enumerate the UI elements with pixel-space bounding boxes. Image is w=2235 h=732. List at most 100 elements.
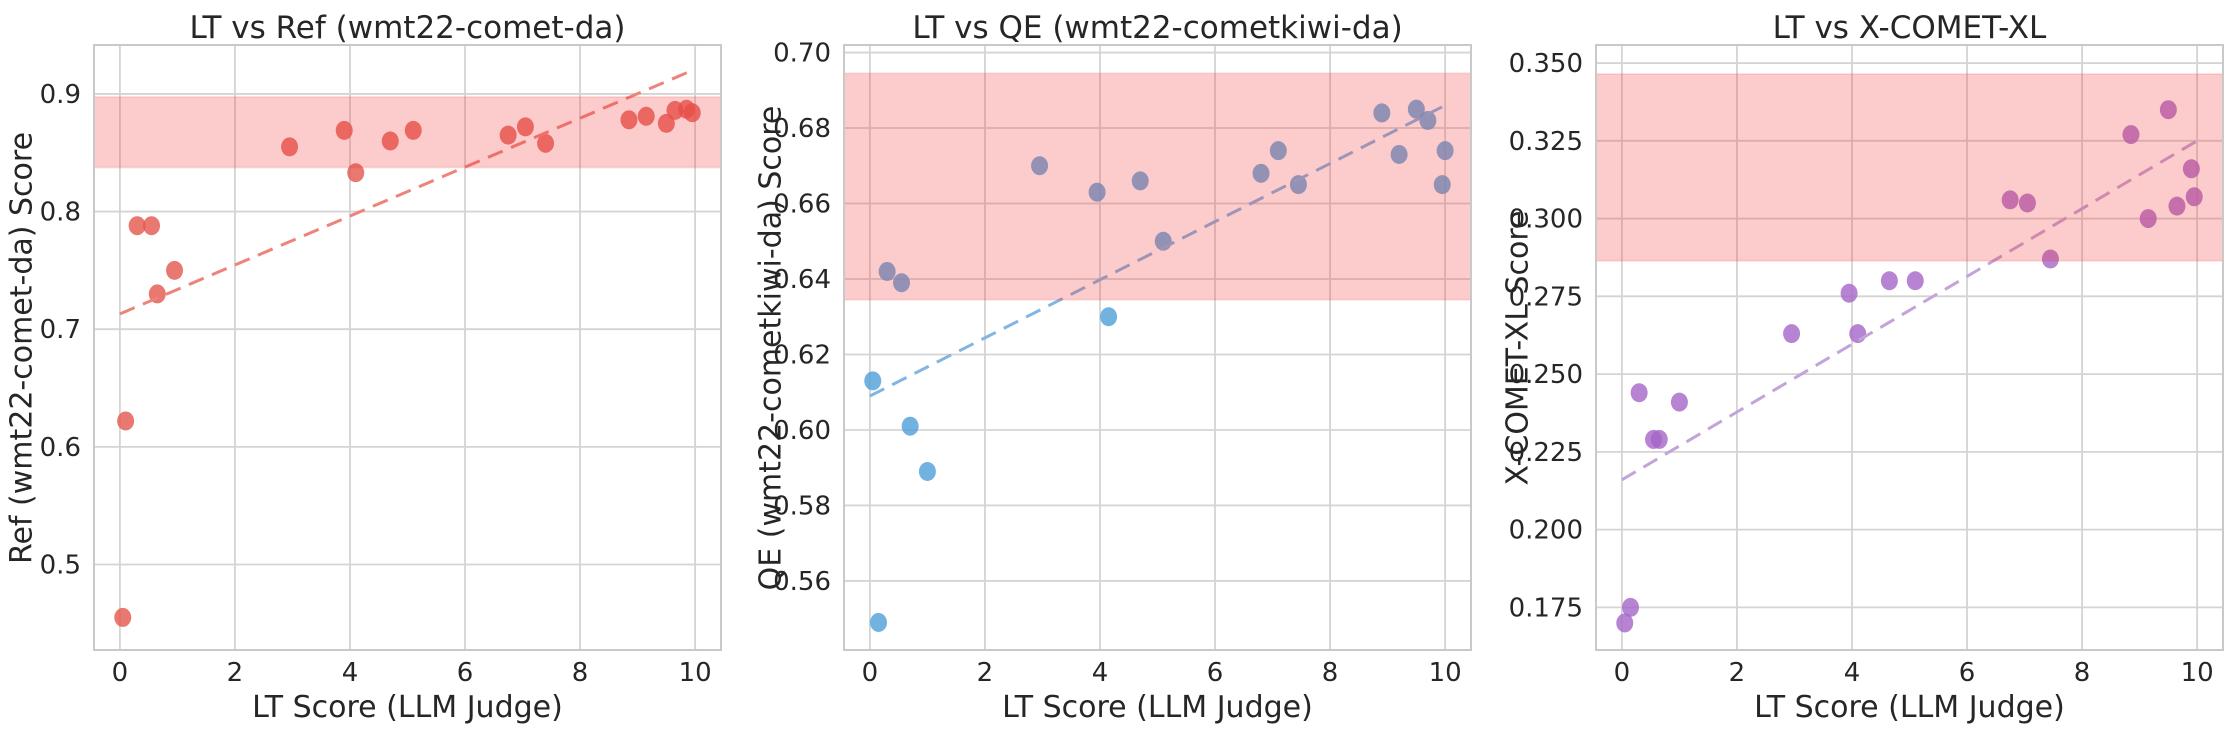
x-tick-label: 10 — [2181, 658, 2214, 688]
data-point — [1419, 110, 1437, 130]
scatter-points — [1616, 100, 2203, 633]
y-tick-label: 0.66 — [773, 190, 831, 220]
data-point — [870, 612, 888, 632]
y-tick-label: 0.250 — [1509, 360, 1583, 390]
gridlines — [94, 45, 721, 650]
data-point — [128, 216, 146, 236]
y-tick-label: 0.325 — [1509, 127, 1583, 157]
data-point — [2182, 159, 2200, 179]
plot-area-qe: 0 2 4 6 8 10 0.56 0.58 0.60 0.62 0.64 0.66 0.68 0.70 — [773, 39, 1472, 688]
trend-line — [119, 67, 696, 316]
y-tick-label: 0.64 — [773, 265, 831, 295]
data-point — [347, 163, 365, 183]
data-point — [537, 133, 555, 153]
x-tick-label: 6 — [457, 658, 474, 688]
data-point — [1131, 171, 1149, 191]
x-tick-labels: 0 2 4 6 8 10 — [1614, 658, 2214, 688]
y-tick-label: 0.60 — [773, 416, 831, 446]
data-point — [1289, 175, 1307, 195]
data-point — [1407, 99, 1425, 119]
y-tick-label: 0.70 — [773, 39, 831, 69]
x-tick-label: 0 — [1614, 658, 1631, 688]
plot-border — [1595, 44, 2224, 651]
data-point — [166, 260, 184, 280]
y-tick-label: 0.62 — [773, 340, 831, 370]
data-point — [1436, 141, 1454, 161]
data-point — [1390, 144, 1408, 164]
reference-band — [844, 73, 1471, 300]
data-point — [1906, 271, 1924, 291]
y-tick-labels: 0.5 0.6 0.7 0.8 0.9 — [40, 80, 81, 581]
data-point — [2139, 209, 2157, 229]
reference-band — [94, 96, 721, 168]
data-point — [1252, 163, 1270, 183]
x-axis-label: LT Score (LLM Judge) — [252, 690, 563, 725]
y-tick-label: 0.8 — [40, 198, 81, 228]
data-point — [117, 411, 135, 431]
x-tick-label: 4 — [1844, 658, 1861, 688]
x-axis-label: LT Score (LLM Judge) — [1754, 690, 2065, 725]
data-point — [1840, 283, 1858, 303]
y-tick-label: 0.225 — [1509, 438, 1583, 468]
data-point — [1100, 307, 1118, 327]
y-tick-label: 0.350 — [1509, 49, 1583, 79]
data-point — [1670, 392, 1688, 412]
data-point — [114, 607, 132, 627]
data-point — [2122, 125, 2140, 145]
data-point — [1088, 182, 1106, 202]
data-point — [2185, 187, 2203, 207]
data-point — [1650, 429, 1668, 449]
data-point — [637, 106, 655, 126]
x-tick-labels: 0 2 4 6 8 10 — [862, 658, 1462, 688]
x-tick-label: 10 — [1429, 658, 1462, 688]
data-point — [683, 103, 701, 123]
y-tick-label: 0.58 — [773, 491, 831, 521]
chart-title: LT vs Ref (wmt22-comet-da) — [189, 10, 626, 46]
y-tick-label: 0.5 — [40, 550, 81, 580]
x-tick-label: 2 — [1729, 658, 1746, 688]
plot-area-xcomet: 0 2 4 6 8 10 0.175 0.200 0.225 0.250 0.275 0.300 0.3… — [1509, 44, 2224, 688]
data-point — [516, 117, 534, 137]
scatter-points — [864, 99, 1454, 632]
data-point — [2159, 100, 2177, 120]
data-point — [2041, 249, 2059, 269]
x-tick-label: 6 — [1207, 658, 1224, 688]
data-point — [893, 273, 911, 293]
plot-area-ref: 0 2 4 6 8 10 0.5 0.6 0.7 0.8 0.9 — [40, 44, 722, 688]
chart-title: LT vs QE (wmt22-cometkiwi-da) — [912, 10, 1403, 46]
data-point — [1630, 383, 1648, 403]
data-point — [2018, 193, 2036, 213]
data-point — [381, 131, 399, 151]
x-tick-label: 2 — [227, 658, 244, 688]
x-tick-label: 4 — [1092, 658, 1109, 688]
x-tick-label: 8 — [1322, 658, 1339, 688]
y-tick-label: 0.6 — [40, 433, 81, 463]
data-point — [1849, 324, 1867, 344]
y-tick-label: 0.56 — [773, 567, 831, 597]
x-tick-labels: 0 2 4 6 8 10 — [112, 658, 712, 688]
x-tick-label: 10 — [679, 658, 712, 688]
data-point — [143, 216, 161, 236]
data-point — [918, 461, 936, 481]
data-point — [878, 261, 896, 281]
x-tick-label: 8 — [2074, 658, 2091, 688]
data-point — [1031, 156, 1049, 176]
subplot-lt-vs-ref: LT vs Ref (wmt22-comet-da) Ref (wmt22-co… — [0, 0, 745, 732]
data-point — [2001, 190, 2019, 210]
data-point — [1622, 597, 1640, 617]
data-point — [2168, 196, 2186, 216]
x-tick-label: 0 — [112, 658, 129, 688]
data-point — [1783, 324, 1801, 344]
data-point — [1880, 271, 1898, 291]
gridlines — [1596, 45, 2223, 650]
chart-title: LT vs X-COMET-XL — [1772, 10, 2047, 46]
plot-border — [93, 44, 722, 651]
data-point — [657, 113, 675, 133]
data-point — [1433, 175, 1451, 195]
data-point — [901, 416, 919, 436]
x-tick-label: 6 — [1959, 658, 1976, 688]
scatter-points — [114, 99, 701, 627]
x-tick-label: 2 — [977, 658, 994, 688]
